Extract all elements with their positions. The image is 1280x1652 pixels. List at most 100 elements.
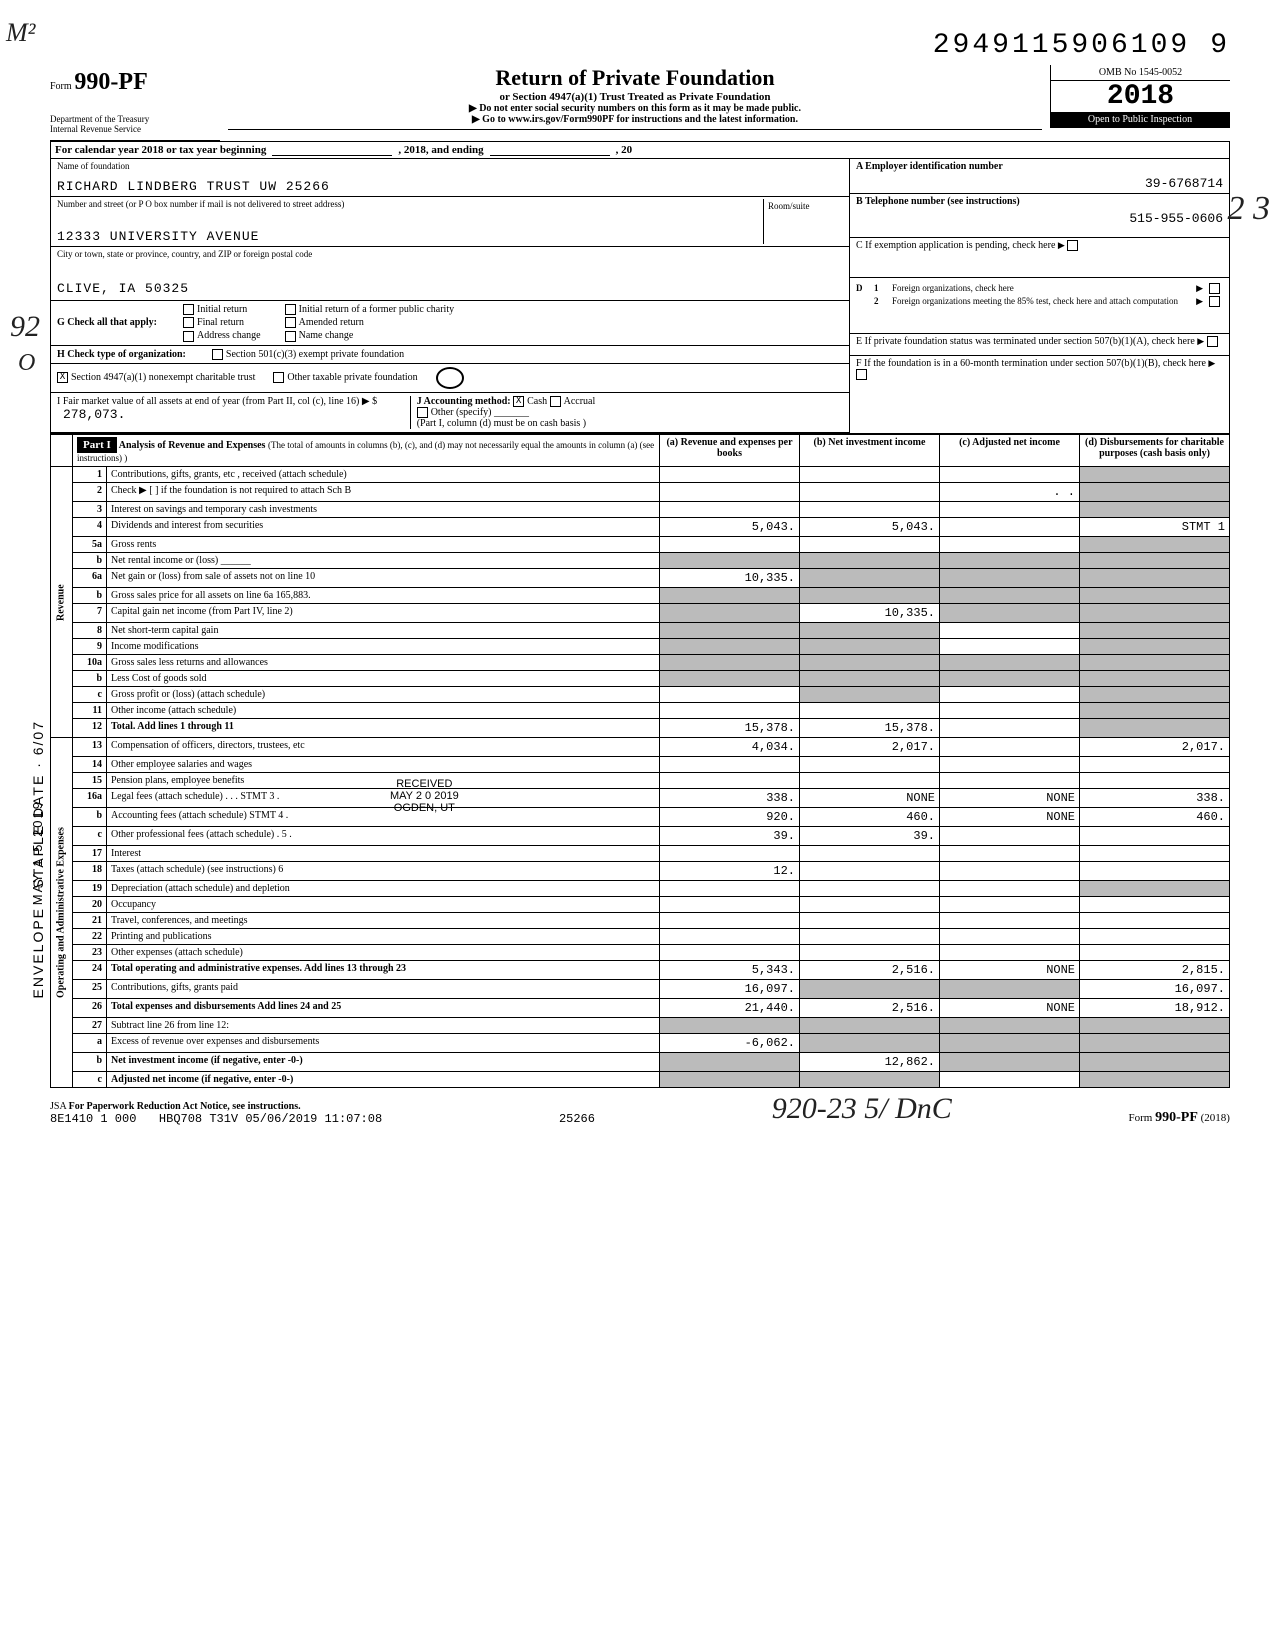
j-accrual[interactable]: Accrual — [550, 396, 596, 407]
table-row: bAccounting fees (attach schedule) STMT … — [51, 808, 1230, 827]
cell-c: . . — [940, 483, 1080, 502]
fmv-amount: 278,073. — [63, 407, 125, 422]
row-desc: Total operating and administrative expen… — [107, 961, 660, 980]
h-opt-0[interactable]: Section 501(c)(3) exempt private foundat… — [212, 349, 404, 360]
section-a-label: A Employer identification number — [856, 161, 1003, 172]
table-row: 18Taxes (attach schedule) (see instructi… — [51, 862, 1230, 881]
row-number: c — [73, 827, 107, 846]
e-checkbox[interactable] — [1207, 336, 1218, 347]
table-row: 16aLegal fees (attach schedule) . . . ST… — [51, 789, 1230, 808]
j-cash[interactable]: Cash — [513, 396, 547, 407]
cell-b — [800, 757, 940, 773]
table-row: Revenue1Contributions, gifts, grants, et… — [51, 467, 1230, 483]
g-opt-2[interactable]: Address change — [183, 330, 261, 341]
row-number: 9 — [73, 639, 107, 655]
cell-d — [1080, 655, 1230, 671]
phone: 515-955-0606 — [856, 211, 1223, 226]
table-row: 24Total operating and administrative exp… — [51, 961, 1230, 980]
cell-a: 5,043. — [660, 518, 800, 537]
cell-c — [940, 897, 1080, 913]
cell-b — [800, 1072, 940, 1088]
table-row: 8Net short-term capital gain — [51, 623, 1230, 639]
d2-checkbox[interactable] — [1209, 296, 1220, 307]
row-desc: Printing and publications — [107, 929, 660, 945]
row-number: 23 — [73, 945, 107, 961]
row-desc: Total. Add lines 1 through 11 — [107, 719, 660, 738]
cell-b — [800, 881, 940, 897]
cell-c: NONE — [940, 999, 1080, 1018]
cell-c — [940, 1034, 1080, 1053]
cell-a — [660, 929, 800, 945]
row-number: 20 — [73, 897, 107, 913]
street-address: 12333 UNIVERSITY AVENUE — [57, 227, 763, 244]
cell-a — [660, 467, 800, 483]
row-desc: Compensation of officers, directors, tru… — [107, 738, 660, 757]
form-header: Form 990-PF Department of the Treasury I… — [50, 65, 1230, 141]
g-opt-1[interactable]: Final return — [183, 317, 261, 328]
handwriting-92: 92 — [10, 310, 40, 344]
d1-checkbox[interactable] — [1209, 283, 1220, 294]
row-number: b — [73, 588, 107, 604]
f-checkbox[interactable] — [856, 369, 867, 380]
cell-a: 21,440. — [660, 999, 800, 1018]
cell-d: 2,815. — [1080, 961, 1230, 980]
addr-label: Number and street (or P O box number if … — [57, 199, 763, 209]
cell-b: 10,335. — [800, 604, 940, 623]
g-opt-0[interactable]: Initial return — [183, 304, 261, 315]
row-number: a — [73, 1034, 107, 1053]
g-opt-3[interactable]: Initial return of a former public charit… — [285, 304, 455, 315]
vertical-section-label: Operating and Administrative Expenses — [51, 738, 73, 1088]
section-h-2: Section 4947(a)(1) nonexempt charitable … — [51, 364, 849, 393]
cell-d — [1080, 639, 1230, 655]
cell-b: 460. — [800, 808, 940, 827]
row-number: 14 — [73, 757, 107, 773]
cell-a — [660, 553, 800, 569]
cell-b: 15,378. — [800, 719, 940, 738]
cell-c — [940, 881, 1080, 897]
cell-a: 4,034. — [660, 738, 800, 757]
cell-c — [940, 1018, 1080, 1034]
cell-c: NONE — [940, 808, 1080, 827]
cell-c — [940, 604, 1080, 623]
cell-b: 2,017. — [800, 738, 940, 757]
h-opt-2[interactable]: Other taxable private foundation — [273, 372, 417, 383]
row-number: 19 — [73, 881, 107, 897]
omb-number: OMB No 1545-0052 — [1050, 65, 1230, 81]
table-row: 15Pension plans, employee benefits — [51, 773, 1230, 789]
g-opt-5[interactable]: Name change — [285, 330, 455, 341]
name-label: Name of foundation — [57, 161, 843, 171]
cell-b — [800, 483, 940, 502]
cell-d — [1080, 773, 1230, 789]
row-number: 6a — [73, 569, 107, 588]
cell-a: 12. — [660, 862, 800, 881]
g-opt-4[interactable]: Amended return — [285, 317, 455, 328]
j-other[interactable]: Other (specify) _______ — [417, 407, 529, 418]
section-f: F If the foundation is in a 60-month ter… — [856, 358, 1206, 369]
cell-d: STMT 1 — [1080, 518, 1230, 537]
cell-a — [660, 703, 800, 719]
cell-d — [1080, 881, 1230, 897]
h-opt-1[interactable]: Section 4947(a)(1) nonexempt charitable … — [57, 372, 255, 383]
col-b-header: (b) Net investment income — [800, 435, 940, 467]
row-desc: Gross sales price for all assets on line… — [107, 588, 660, 604]
instr-1: ▶ Do not enter social security numbers o… — [228, 103, 1042, 114]
row-desc: Legal fees (attach schedule) . . . STMT … — [107, 789, 660, 808]
cell-d — [1080, 502, 1230, 518]
cell-d — [1080, 604, 1230, 623]
cell-b — [800, 862, 940, 881]
row-number: 12 — [73, 719, 107, 738]
cell-b — [800, 671, 940, 687]
c-checkbox[interactable] — [1067, 240, 1078, 251]
row-desc: Depreciation (attach schedule) and deple… — [107, 881, 660, 897]
table-row: 14Other employee salaries and wages — [51, 757, 1230, 773]
cell-a — [660, 604, 800, 623]
room-suite-label: Room/suite — [763, 199, 843, 244]
table-row: 26Total expenses and disbursements Add l… — [51, 999, 1230, 1018]
cell-c — [940, 518, 1080, 537]
cell-b — [800, 846, 940, 862]
cell-c — [940, 846, 1080, 862]
cell-b — [800, 623, 940, 639]
cell-d — [1080, 467, 1230, 483]
row-number: 25 — [73, 980, 107, 999]
row-number: 2 — [73, 483, 107, 502]
